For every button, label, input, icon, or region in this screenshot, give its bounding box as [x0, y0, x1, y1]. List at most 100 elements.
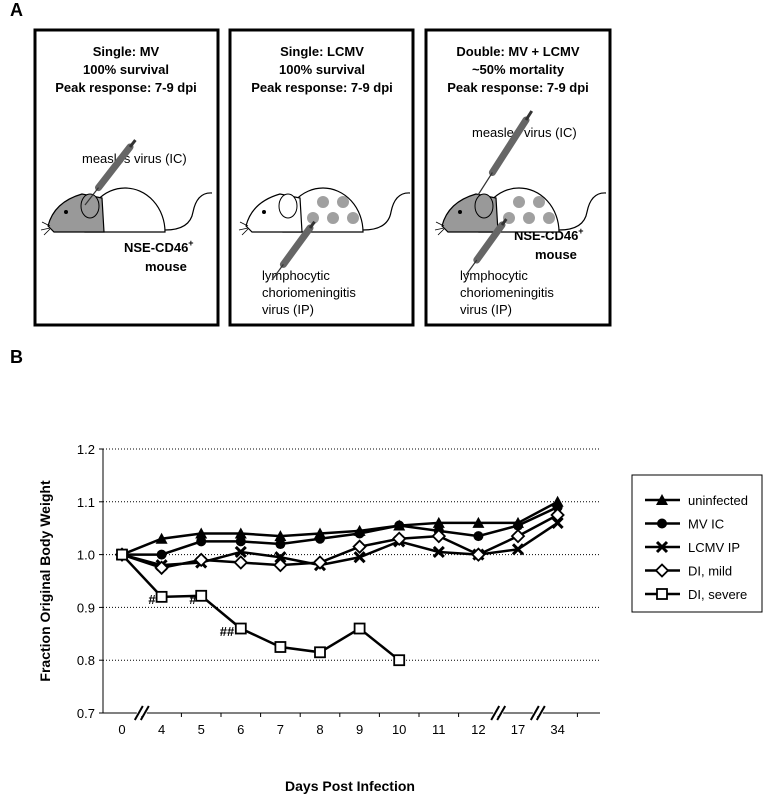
axis-break-gap — [136, 710, 147, 716]
syringe-needle — [465, 259, 478, 276]
injection-label: virus (IP) — [460, 302, 512, 317]
x-tick-label: 17 — [511, 722, 525, 737]
mouse-dot — [347, 212, 359, 224]
syringe-barrel — [95, 143, 134, 192]
x-tick-label: 6 — [237, 722, 244, 737]
mouse-eye — [262, 210, 266, 214]
box-title: Single: MV — [93, 44, 160, 59]
syringe-plunger — [308, 220, 316, 229]
marker — [315, 533, 325, 544]
series-line — [122, 505, 559, 556]
syringe — [271, 220, 316, 281]
marker — [195, 589, 208, 602]
legend-label: LCMV IP — [688, 540, 740, 555]
annotation: # — [148, 592, 156, 607]
mouse-tail — [558, 192, 607, 231]
marker — [314, 646, 326, 659]
marker — [431, 528, 447, 544]
marker — [156, 549, 167, 560]
legend-label: DI, severe — [688, 587, 747, 602]
mouse-dot — [533, 196, 545, 208]
box-title: 100% survival — [279, 62, 365, 77]
marker — [550, 507, 565, 523]
box-title: Single: LCMV — [280, 44, 364, 59]
box-title: Double: MV + LCMV — [456, 44, 579, 59]
mouse-dot — [327, 212, 339, 224]
series-line — [121, 513, 559, 570]
box-title: Peak response: 7-9 dpi — [447, 80, 589, 95]
x-tick-label: 34 — [550, 722, 564, 737]
y-tick-label: 1.1 — [77, 495, 95, 510]
marker — [394, 520, 405, 531]
marker — [473, 531, 484, 542]
mouse-dot — [513, 196, 525, 208]
marker — [655, 540, 669, 554]
box-title: Peak response: 7-9 dpi — [251, 80, 393, 95]
marker — [353, 622, 366, 635]
injection-label: lymphocytic — [262, 268, 330, 283]
x-tick-label: 12 — [471, 722, 485, 737]
mouse-whiskers — [40, 221, 51, 236]
y-tick-label: 1.2 — [77, 442, 95, 457]
marker — [275, 539, 286, 550]
mouse-eye — [64, 210, 68, 214]
marker — [471, 547, 486, 562]
mouse-eye — [458, 210, 462, 214]
syringe-barrel — [488, 116, 530, 176]
series-line — [121, 500, 559, 556]
panel-box — [228, 28, 415, 327]
mouse-ear — [80, 193, 100, 219]
mouse-dot — [543, 212, 555, 224]
syringe-plunger — [128, 139, 137, 148]
marker — [352, 539, 367, 554]
y-tick-label: 0.9 — [77, 600, 95, 615]
axis-break — [529, 705, 540, 721]
marker — [472, 516, 485, 528]
y-tick-label: 0.7 — [77, 706, 95, 721]
panel-label: B — [10, 347, 23, 367]
injection-label: lymphocytic — [460, 268, 528, 283]
mouse — [238, 187, 411, 236]
axis-break — [535, 705, 546, 721]
injection-label: choriomeningitis — [262, 285, 356, 300]
marker — [233, 555, 249, 570]
mouse-label-text: NSE-CD46 — [124, 240, 188, 255]
marker — [312, 555, 328, 570]
marker — [274, 641, 287, 653]
x-tick-label: 0 — [118, 722, 125, 737]
injection-label: choriomeningitis — [460, 285, 554, 300]
marker — [274, 551, 287, 564]
panel-label: A — [10, 0, 23, 20]
marker — [234, 545, 247, 559]
marker — [196, 536, 207, 547]
marker — [235, 536, 246, 547]
annotation: ## — [220, 624, 235, 639]
marker — [234, 622, 247, 635]
box-title: ~50% mortality — [472, 62, 565, 77]
legend-label: uninfected — [688, 493, 748, 508]
marker — [432, 516, 445, 528]
x-tick-label: 10 — [392, 722, 406, 737]
mouse-whiskers — [238, 221, 249, 236]
x-tick-label: 11 — [432, 722, 446, 737]
syringe-plunger — [500, 218, 508, 226]
legend-label: MV IC — [688, 517, 724, 532]
syringe — [465, 218, 508, 276]
syringe-barrel — [279, 224, 314, 268]
x-tick-label: 7 — [277, 722, 284, 737]
box-title: 100% survival — [83, 62, 169, 77]
syringe-needle — [477, 172, 493, 196]
axis-break — [496, 705, 507, 721]
mouse-word: mouse — [535, 247, 577, 262]
syringe-plunger — [524, 110, 534, 121]
mouse-dot — [523, 212, 535, 224]
y-tick-label: 1.0 — [77, 548, 95, 563]
marker — [552, 502, 563, 513]
mouse-label-sup: + — [188, 238, 193, 248]
mouse-tail — [164, 192, 213, 231]
marker — [154, 560, 169, 576]
marker — [193, 552, 209, 568]
mouse-dot — [307, 212, 319, 224]
mouse-whiskers — [434, 221, 445, 236]
marker — [657, 518, 667, 529]
